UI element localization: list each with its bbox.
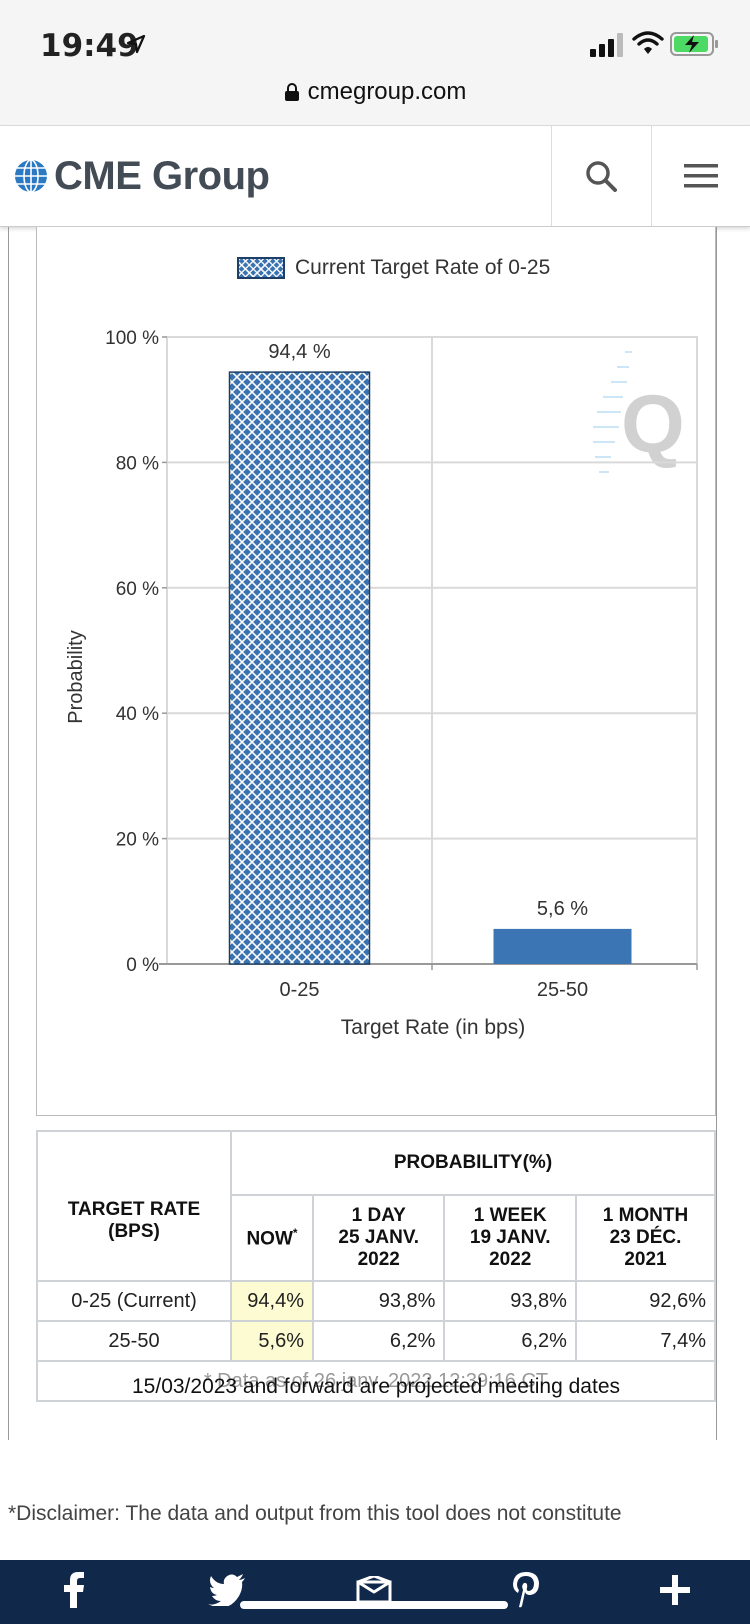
target-rate-header: TARGET RATE (BPS): [36, 1130, 232, 1282]
col-1-day: 1 DAY 25 JANV. 2022: [311, 1194, 446, 1282]
legend-swatch: [237, 257, 285, 279]
cell-1-day: 6,2%: [311, 1320, 446, 1362]
cellular-signal-icon: [590, 33, 623, 57]
svg-text:Q: Q: [621, 379, 685, 470]
probability-chart: Q 0 % 20 % 40 % 60 % 80 % 100 % 94,4 % 0-25 5,6…: [65, 328, 698, 1039]
wifi-icon: [632, 31, 664, 54]
cell-1-week: 6,2%: [443, 1320, 577, 1362]
y-tick-label: 20 %: [116, 830, 159, 851]
cell-now: 94,4%: [230, 1280, 314, 1322]
chart-legend: Current Target Rate of 0-25: [237, 255, 550, 281]
y-axis-ticks: 0 % 20 % 40 % 60 % 80 % 100 %: [105, 328, 167, 976]
search-icon: [586, 161, 617, 192]
bar-value-label: 5,6 %: [537, 898, 588, 920]
y-tick-label: 0 %: [126, 955, 159, 976]
url-text: cmegroup.com: [307, 78, 467, 105]
bar-value-label: 94,4 %: [268, 341, 330, 363]
table-row: 25-50 5,6% 6,2% 6,2% 7,4%: [36, 1320, 717, 1362]
logo-text: CME Group: [54, 153, 270, 198]
x-tick-label: 0-25: [279, 979, 319, 1001]
chart-bars: 94,4 % 0-25 5,6 % 25-50: [228, 341, 698, 1001]
y-tick-label: 60 %: [116, 579, 159, 600]
y-tick-label: 100 %: [105, 328, 159, 349]
cell-1-week: 93,8%: [443, 1280, 577, 1322]
lock-icon: [284, 83, 299, 101]
battery-charging-icon: [670, 32, 718, 56]
menu-button[interactable]: [651, 126, 750, 226]
pinterest-icon[interactable]: [513, 1572, 539, 1608]
probability-header: PROBABILITY(%): [230, 1130, 716, 1196]
site-header: CME Group: [0, 126, 750, 227]
cell-1-month: 92,6%: [574, 1280, 717, 1322]
table-row: 0-25 (Current) 94,4% 93,8% 93,8% 92,6%: [36, 1280, 717, 1322]
x-tick-label: 25-50: [537, 979, 588, 1001]
col-now: NOW*: [230, 1194, 314, 1282]
y-axis-label: Probability: [65, 630, 87, 723]
row-label: 0-25 (Current): [36, 1280, 232, 1322]
twitter-icon[interactable]: [208, 1574, 246, 1606]
projected-dates-note: 15/03/2023 and forward are projected mee…: [132, 1375, 620, 1398]
data-timestamp-note: * Data as of 26 janv. 2022 12:39:16 CT: [36, 1360, 716, 1402]
hamburger-menu-icon: [684, 164, 718, 188]
tool-content: Current Target Rate of 0-25 Q: [8, 227, 717, 1440]
plus-icon[interactable]: [660, 1575, 690, 1605]
disclaimer-text: *Disclaimer: The data and output from th…: [8, 1502, 622, 1525]
probability-table: TARGET RATE (BPS) PROBABILITY(%) NOW* 1 …: [36, 1130, 717, 1402]
y-tick-label: 40 %: [116, 704, 159, 725]
home-indicator: [240, 1601, 508, 1609]
facebook-icon[interactable]: [62, 1572, 86, 1608]
status-time: 19:49: [40, 28, 139, 64]
watermark-q: Q: [593, 351, 685, 473]
email-icon[interactable]: [356, 1576, 392, 1604]
bar-0-25: [228, 371, 371, 965]
x-axis-label: Target Rate (in bps): [341, 1016, 525, 1039]
chart-panel: Current Target Rate of 0-25 Q: [36, 227, 716, 1116]
status-bar: 19:49 cmegroup.com: [0, 0, 750, 126]
col-1-week: 1 WEEK 19 JANV. 2022: [443, 1194, 577, 1282]
col-1-month: 1 MONTH 23 DÉC. 2021: [574, 1194, 717, 1282]
search-button[interactable]: [551, 126, 650, 226]
y-tick-label: 80 %: [116, 453, 159, 474]
cme-logo[interactable]: CME Group: [14, 153, 270, 198]
address-bar[interactable]: cmegroup.com: [0, 78, 750, 106]
globe-icon: [15, 159, 47, 193]
bar-25-50: [493, 928, 632, 964]
location-arrow-icon: [126, 34, 146, 54]
cell-1-month: 7,4%: [574, 1320, 717, 1362]
cell-1-day: 93,8%: [311, 1280, 446, 1322]
cell-now: 5,6%: [230, 1320, 314, 1362]
legend-label: Current Target Rate of 0-25: [295, 256, 551, 279]
row-label: 25-50: [36, 1320, 232, 1362]
